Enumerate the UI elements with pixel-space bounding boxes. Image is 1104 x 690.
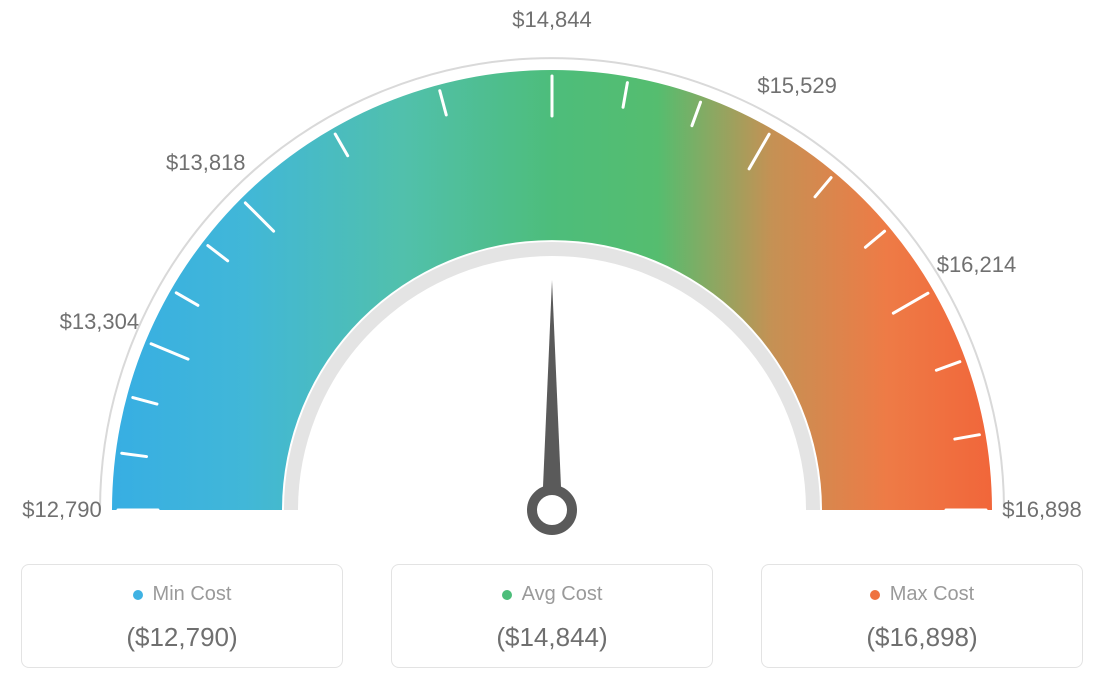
dot-icon [502, 590, 512, 600]
tick-label: $16,214 [937, 252, 1017, 278]
dot-icon [133, 590, 143, 600]
legend-max-title-text: Max Cost [890, 583, 974, 606]
legend-min-title: Min Cost [133, 583, 232, 606]
legend-avg-title: Avg Cost [502, 583, 603, 606]
dot-icon [870, 590, 880, 600]
legend-max-title: Max Cost [870, 583, 974, 606]
legend-max-value: ($16,898) [772, 622, 1072, 653]
tick-label: $13,304 [60, 309, 140, 335]
legend-avg-title-text: Avg Cost [522, 583, 603, 606]
legend-avg-value: ($14,844) [402, 622, 702, 653]
legend-min-cost: Min Cost ($12,790) [21, 564, 343, 668]
tick-label: $14,844 [512, 7, 592, 33]
legend-avg-cost: Avg Cost ($14,844) [391, 564, 713, 668]
legend-min-title-text: Min Cost [153, 583, 232, 606]
legend-row: Min Cost ($12,790) Avg Cost ($14,844) Ma… [0, 564, 1104, 668]
legend-min-value: ($12,790) [32, 622, 332, 653]
tick-label: $12,790 [22, 497, 102, 523]
tick-label: $16,898 [1002, 497, 1082, 523]
gauge-svg [0, 0, 1104, 560]
cost-gauge-chart: $12,790 $13,304 $13,818 $14,844 $15,529 $16,2… [0, 0, 1104, 690]
tick-label: $13,818 [166, 150, 246, 176]
legend-max-cost: Max Cost ($16,898) [761, 564, 1083, 668]
tick-label: $15,529 [757, 73, 837, 99]
